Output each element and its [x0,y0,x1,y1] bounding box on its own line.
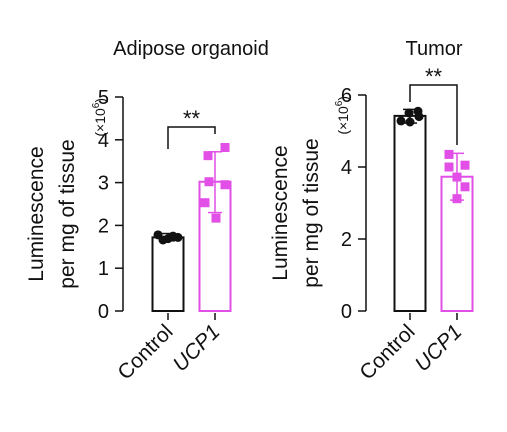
data-point-control [168,231,178,241]
y-axis-label-line2: per mg of tissue [56,139,79,288]
x-tick-label-control: Control [113,320,177,384]
data-point-ucp1 [203,151,213,161]
y-tick-label: 1 [98,258,109,280]
significance-label: ** [425,64,443,89]
y-tick-label: 4 [98,130,109,152]
chart-title: Tumor [405,38,462,60]
data-point-control [396,116,406,126]
multiplier-text: (×106) [91,98,108,137]
data-point-control [414,112,424,122]
y-tick-label: 6 [341,85,352,107]
significance-label: ** [183,106,201,131]
y-axis-label-line1: Luminescence [269,145,292,280]
data-point-ucp1 [220,143,230,153]
y-tick-label: 2 [98,215,109,237]
multiplier-text: (×106) [334,96,351,135]
data-point-ucp1 [460,160,470,170]
data-point-control [158,235,168,245]
data-point-ucp1 [444,162,454,172]
bar-control [393,114,427,312]
data-point-control [404,108,414,118]
data-point-ucp1 [204,177,214,187]
y-tick-label: 5 [98,87,109,109]
data-point-ucp1 [200,198,210,208]
data-point-ucp1 [220,180,230,190]
data-point-ucp1 [452,172,462,182]
bar-control [151,236,185,312]
y-axis-multiplier: (×106) [334,96,351,135]
x-tick-label-control: Control [355,320,419,384]
data-point-ucp1 [460,182,470,192]
significance-bracket [409,84,458,145]
chart-adipose-organoid: Adipose organoid 0 1 2 3 4 5 Luminescence per mg… [25,38,269,384]
chart-tumor: Tumor 0 2 4 6 Luminescence per mg of tissue (×1… [269,38,474,384]
y-tick-label: 3 [98,173,109,195]
y-axis-multiplier: (×106) [91,98,108,137]
y-tick-label: 0 [98,301,109,323]
y-tick-label: 2 [341,229,352,251]
y-tick-label: 4 [341,157,352,179]
data-point-control [405,117,415,127]
chart-title: Adipose organoid [113,38,269,60]
x-tick-label-ucp1: UCP1 [169,320,225,376]
significance-bracket [167,126,216,149]
y-axis-label-line2: per mg of tissue [300,138,323,287]
y-axis-label-line1: Luminescence [25,146,48,281]
data-point-ucp1 [211,213,221,223]
data-point-ucp1 [452,194,462,204]
y-tick-label: 0 [341,301,352,323]
x-tick-label-ucp1: UCP1 [411,320,467,376]
data-point-ucp1 [444,149,454,159]
